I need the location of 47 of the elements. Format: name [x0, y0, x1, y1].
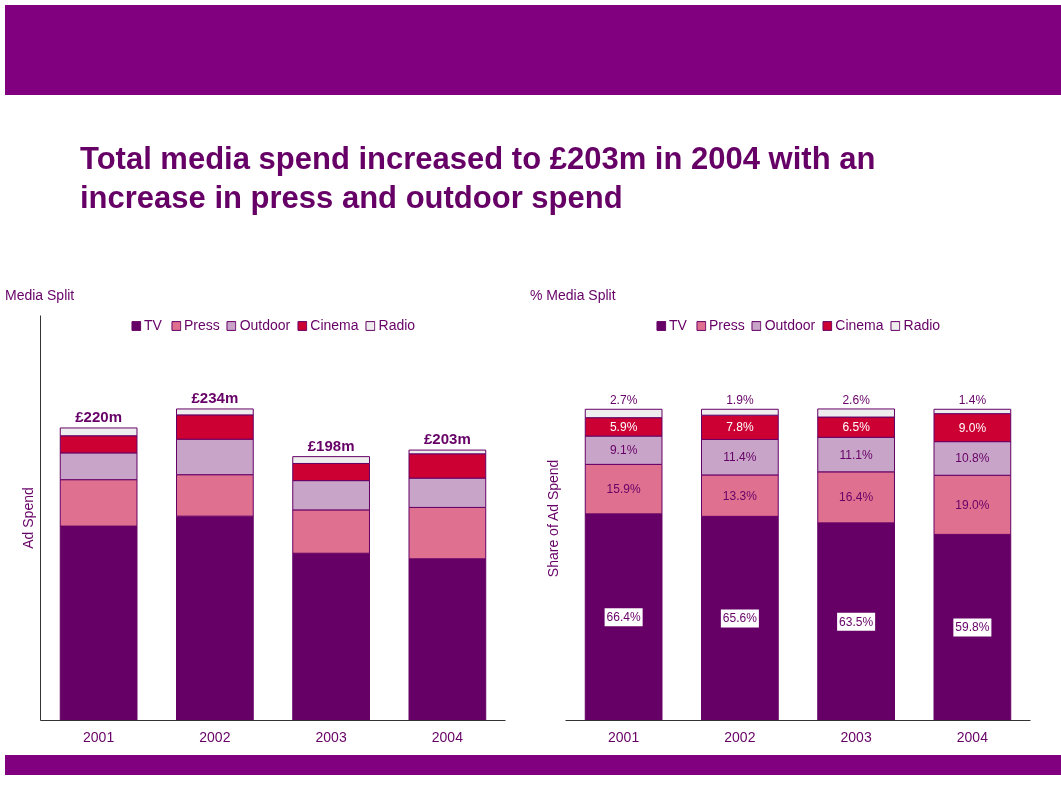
- data-label: 2.7%: [609, 393, 638, 408]
- chart-title: % Media Split: [530, 286, 616, 305]
- data-label: 1.4%: [958, 393, 987, 408]
- legend-label: Press: [183, 317, 220, 333]
- data-label: 16.4%: [839, 490, 874, 505]
- data-label: 59.8%: [955, 620, 990, 635]
- x-tick-label: 2004: [956, 728, 989, 745]
- legend-label: Radio: [378, 317, 416, 333]
- data-label: 63.5%: [839, 614, 874, 629]
- data-label: 13.3%: [722, 488, 758, 503]
- data-label: 9.0%: [958, 420, 987, 435]
- annotation: £198m: [307, 436, 355, 454]
- legend-label: TV: [668, 317, 688, 333]
- annotation: £203m: [424, 430, 471, 448]
- data-label: 19.0%: [955, 497, 990, 512]
- chart-subtitle: Media Split: [5, 286, 75, 305]
- x-tick-label: 2003: [840, 728, 872, 745]
- y-axis-title: Ad Spend: [19, 487, 36, 549]
- data-label: 6.5%: [842, 420, 871, 435]
- y-axis-title: Share of Ad Spend: [544, 459, 561, 578]
- data-label: 1.9%: [726, 393, 754, 408]
- data-label: 5.9%: [609, 419, 638, 434]
- data-label: 66.4%: [606, 610, 641, 625]
- x-tick-label: 2002: [199, 728, 231, 745]
- legend-label: Cinema: [310, 317, 359, 333]
- legend-label: Radio: [903, 317, 941, 333]
- data-label: 2.6%: [842, 392, 871, 407]
- chart-title: Total media spend increased to £203m in 2004 with an increase in press and outdoor spend: [79, 140, 877, 217]
- legend-label: TV: [143, 317, 163, 333]
- data-label: 15.9%: [606, 482, 641, 497]
- legend-label: Outdoor: [764, 317, 816, 333]
- x-tick-label: 2002: [724, 728, 756, 745]
- legend-label: Press: [708, 317, 745, 333]
- annotation: £234m: [191, 388, 239, 406]
- x-tick-label: 2003: [315, 728, 347, 745]
- legend-label: Cinema: [835, 317, 884, 333]
- data-label: 65.6%: [722, 611, 758, 626]
- data-label: 10.8%: [955, 451, 990, 466]
- x-tick-label: 2004: [431, 728, 464, 745]
- data-label: 9.1%: [609, 443, 638, 458]
- data-label: 7.8%: [726, 420, 754, 435]
- x-tick-label: 2001: [83, 728, 115, 745]
- data-label: 11.1%: [839, 447, 874, 462]
- annotation: £220m: [75, 407, 122, 425]
- legend-label: Outdoor: [239, 317, 291, 333]
- x-tick-label: 2001: [608, 728, 640, 745]
- data-label: 11.4%: [723, 450, 757, 465]
